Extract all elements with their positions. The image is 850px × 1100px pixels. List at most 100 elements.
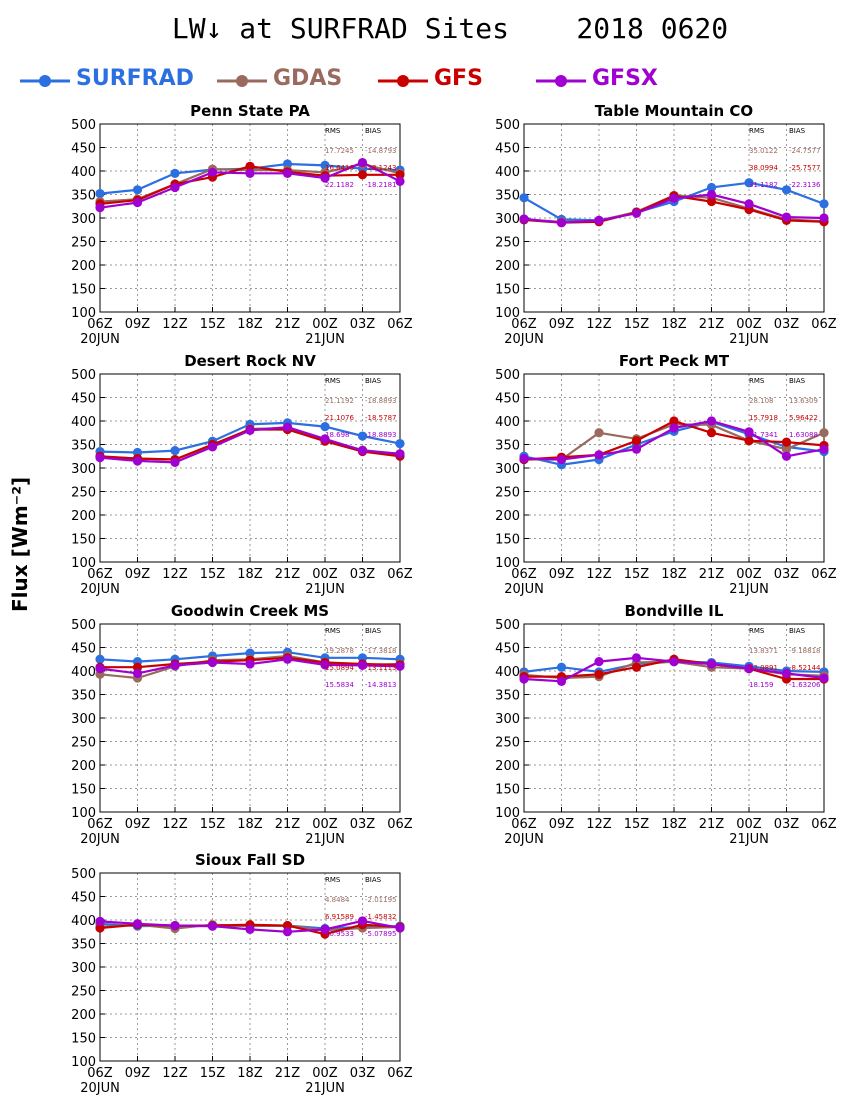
data-point-gfsx [706,189,717,200]
x-tick-label: 21Z [699,567,725,582]
data-point-gfsx [282,422,293,432]
stats-rms-gdas: 19.2878 [325,647,354,655]
x-date-label: 21JUN [729,332,769,347]
x-date-label: 21JUN [729,832,769,847]
stats-header-rms: RMS [325,876,341,884]
data-point-gfs [631,436,642,446]
stats-header-bias: BIAS [789,127,806,135]
x-date-label: 20JUN [504,832,544,847]
data-point-gfsx [357,660,368,670]
stats-rms-gfsx: 18.698 [325,431,350,439]
data-point-gfsx [132,668,143,678]
x-tick-label: 21Z [275,317,301,332]
data-point-gfsx [95,453,105,463]
y-tick-label: 200 [71,509,96,524]
data-point-surfrad [556,662,567,672]
stats-rms-gdas: 4.8484 [325,896,350,904]
stats-bias-gdas: -24.7577 [789,147,820,155]
x-tick-label: 09Z [549,567,575,582]
data-point-surfrad [819,199,829,209]
data-point-gfsx [519,214,529,224]
stats-bias-gdas: -14.8793 [365,147,396,155]
data-point-gfsx [207,657,218,668]
stats-rms-gfs: 38.0994 [749,164,778,172]
y-tick-label: 300 [71,462,96,477]
y-tick-label: 500 [495,618,520,633]
x-tick-label: 03Z [350,567,376,582]
x-tick-label: 00Z [312,317,338,332]
y-tick-label: 400 [71,914,96,929]
x-tick-label: 00Z [736,817,762,832]
stats-rms-gdas: 28.108 [749,397,774,405]
x-tick-label: 18Z [661,567,687,582]
stats-bias-gdas: -9.18818 [789,647,820,655]
y-tick-label: 350 [71,689,96,704]
x-tick-label: 09Z [549,817,575,832]
x-tick-label: 12Z [586,317,612,332]
stats-bias-gfs: -18.1243 [365,164,396,172]
data-point-gfsx [320,434,330,444]
y-tick-label: 250 [71,736,96,751]
data-point-gfsx [132,197,143,208]
chart-title: Table Mountain CO [595,102,753,120]
x-tick-label: 03Z [774,317,800,332]
y-tick-label: 350 [495,689,520,704]
stats-bias-gfsx: -1.63206 [789,681,821,689]
data-point-gfsx [357,916,368,926]
data-point-gfsx [781,451,792,461]
stats-bias-gdas: -18.8893 [365,397,396,405]
y-tick-label: 500 [71,618,96,633]
x-tick-label: 06Z [511,817,537,832]
x-tick-label: 06Z [87,317,113,332]
y-tick-label: 450 [71,142,96,157]
data-point-gdas [594,428,604,438]
y-tick-label: 200 [495,259,520,274]
chart-title: Bondville IL [625,602,724,620]
data-point-surfrad [170,168,180,178]
data-point-gfsx [207,442,218,452]
stats-header-rms: RMS [325,627,341,635]
x-tick-label: 12Z [586,817,612,832]
x-tick-label: 15Z [624,567,650,582]
data-point-gfsx [207,167,218,178]
data-point-gfs [744,436,754,446]
y-tick-label: 100 [495,306,520,321]
x-date-label: 21JUN [305,832,345,847]
x-tick-label: 21Z [275,567,301,582]
legend-label-gdas: GDAS [273,66,343,91]
data-point-gfsx [357,446,368,456]
data-point-surfrad [320,422,330,432]
stats-header-rms: RMS [749,127,765,135]
stats-rms-gfsx: 31.1182 [749,181,778,189]
chart-panel-2: Table Mountain CO 100 150 200 250 300 350 400 45… [495,102,837,347]
x-tick-label: 18Z [237,817,263,832]
data-point-gfsx [519,454,529,464]
stats-rms-gdas: 35.0122 [749,147,778,155]
stats-bias-gfsx: -18.8893 [365,431,396,439]
y-tick-label: 150 [71,283,96,298]
data-point-gfsx [706,659,717,669]
stats-rms-gfsx: 15.5834 [325,681,354,689]
data-point-gfsx [395,176,405,186]
x-tick-label: 15Z [200,567,226,582]
stats-header-bias: BIAS [365,627,382,635]
data-point-gfsx [282,168,293,178]
y-tick-label: 250 [495,486,520,501]
legend: SURFRAD GDAS GFS GFSX [0,64,850,98]
stats-header-bias: BIAS [789,627,806,635]
data-point-gfs [594,669,604,679]
x-date-label: 21JUN [729,582,769,597]
x-tick-label: 15Z [200,1066,226,1081]
data-point-gfsx [819,673,829,683]
data-point-gfsx [631,208,642,218]
data-point-gfsx [781,212,792,222]
data-point-gfs [95,923,105,933]
y-tick-label: 350 [71,189,96,204]
stats-rms-gfsx: 18.159 [749,681,774,689]
y-tick-label: 100 [71,306,96,321]
y-tick-label: 150 [495,783,520,798]
data-point-gfsx [395,923,405,933]
stats-header-rms: RMS [325,127,341,135]
x-date-label: 20JUN [80,332,120,347]
y-tick-label: 400 [495,165,520,180]
